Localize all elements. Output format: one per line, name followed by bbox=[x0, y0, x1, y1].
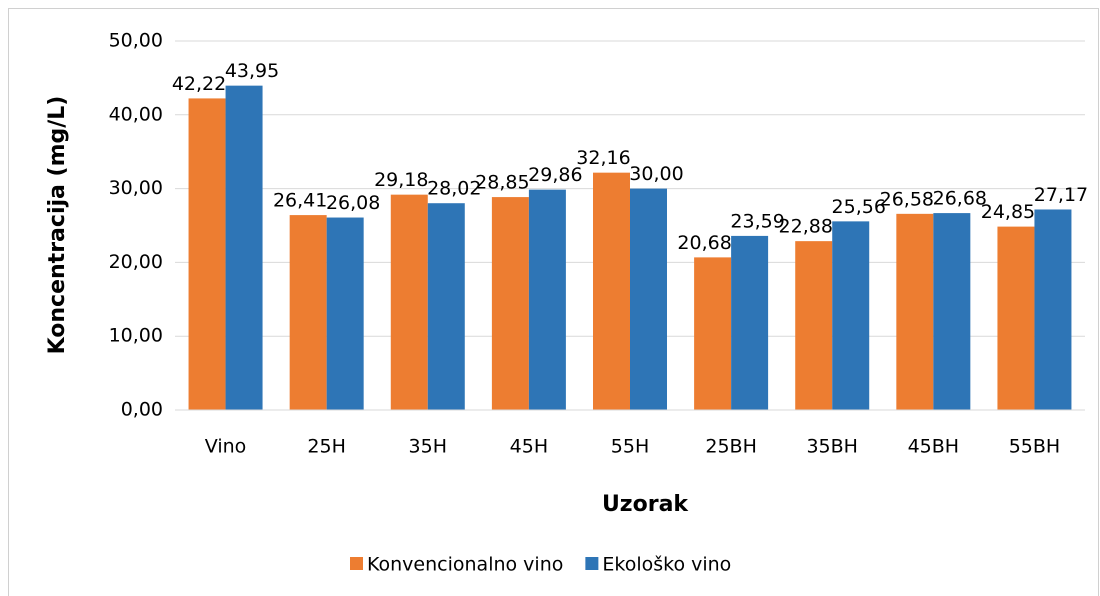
data-label: 28,02 bbox=[427, 178, 481, 200]
data-label: 30,00 bbox=[629, 163, 683, 185]
y-tick-label: 0,00 bbox=[121, 399, 163, 421]
legend-swatch bbox=[350, 557, 363, 570]
data-label: 43,95 bbox=[225, 60, 279, 82]
bar bbox=[1034, 209, 1072, 410]
bar bbox=[933, 213, 971, 410]
data-label: 26,08 bbox=[326, 192, 380, 214]
bar bbox=[896, 213, 934, 410]
bar bbox=[997, 226, 1035, 410]
y-tick-label: 40,00 bbox=[109, 103, 163, 125]
data-label: 20,68 bbox=[677, 232, 731, 254]
x-tick-label: 35H bbox=[409, 436, 447, 458]
data-label: 29,86 bbox=[528, 164, 582, 186]
data-label: 23,59 bbox=[730, 210, 784, 232]
bar bbox=[390, 194, 428, 410]
bar bbox=[289, 215, 327, 410]
x-tick-label: 55BH bbox=[1009, 436, 1061, 458]
bar bbox=[427, 203, 465, 410]
x-tick-label: Vino bbox=[205, 436, 247, 458]
bar bbox=[225, 85, 263, 411]
data-label: 42,22 bbox=[172, 73, 226, 95]
y-tick-label: 50,00 bbox=[109, 30, 163, 52]
data-label: 24,85 bbox=[981, 201, 1035, 223]
data-label: 26,68 bbox=[933, 188, 987, 210]
x-tick-label: 55H bbox=[611, 436, 649, 458]
data-label: 25,56 bbox=[832, 196, 886, 218]
data-label: 27,17 bbox=[1034, 184, 1088, 206]
data-label: 26,41 bbox=[273, 190, 327, 212]
bar bbox=[593, 172, 630, 410]
bar bbox=[832, 221, 870, 410]
bar bbox=[795, 241, 833, 410]
bar bbox=[630, 188, 667, 410]
bar bbox=[188, 98, 226, 411]
bar bbox=[326, 217, 364, 410]
x-tick-label: 45BH bbox=[908, 436, 960, 458]
bar bbox=[731, 235, 769, 410]
x-tick-label: 45H bbox=[510, 436, 548, 458]
legend-swatch bbox=[585, 557, 599, 570]
y-tick-label: 20,00 bbox=[109, 251, 163, 273]
x-tick-label: 25BH bbox=[705, 436, 757, 458]
data-label: 29,18 bbox=[374, 169, 428, 191]
bar bbox=[694, 257, 732, 410]
chart-border bbox=[8, 8, 1099, 596]
legend-label: Konvencionalno vino bbox=[367, 554, 563, 576]
x-tick-label: 25H bbox=[307, 436, 345, 458]
data-label: 22,88 bbox=[779, 216, 833, 238]
y-axis-title: Koncentracija (mg/L) bbox=[45, 96, 70, 355]
y-tick-label: 30,00 bbox=[109, 177, 163, 199]
data-label: 28,85 bbox=[475, 172, 529, 194]
x-axis-title: Uzorak bbox=[602, 492, 689, 517]
bar bbox=[528, 189, 566, 410]
bar bbox=[491, 197, 529, 410]
y-tick-label: 10,00 bbox=[109, 325, 163, 347]
data-label: 26,58 bbox=[880, 188, 934, 210]
x-tick-label: 35BH bbox=[806, 436, 858, 458]
data-label: 32,16 bbox=[576, 147, 630, 169]
legend-label: Ekološko vino bbox=[602, 554, 731, 576]
